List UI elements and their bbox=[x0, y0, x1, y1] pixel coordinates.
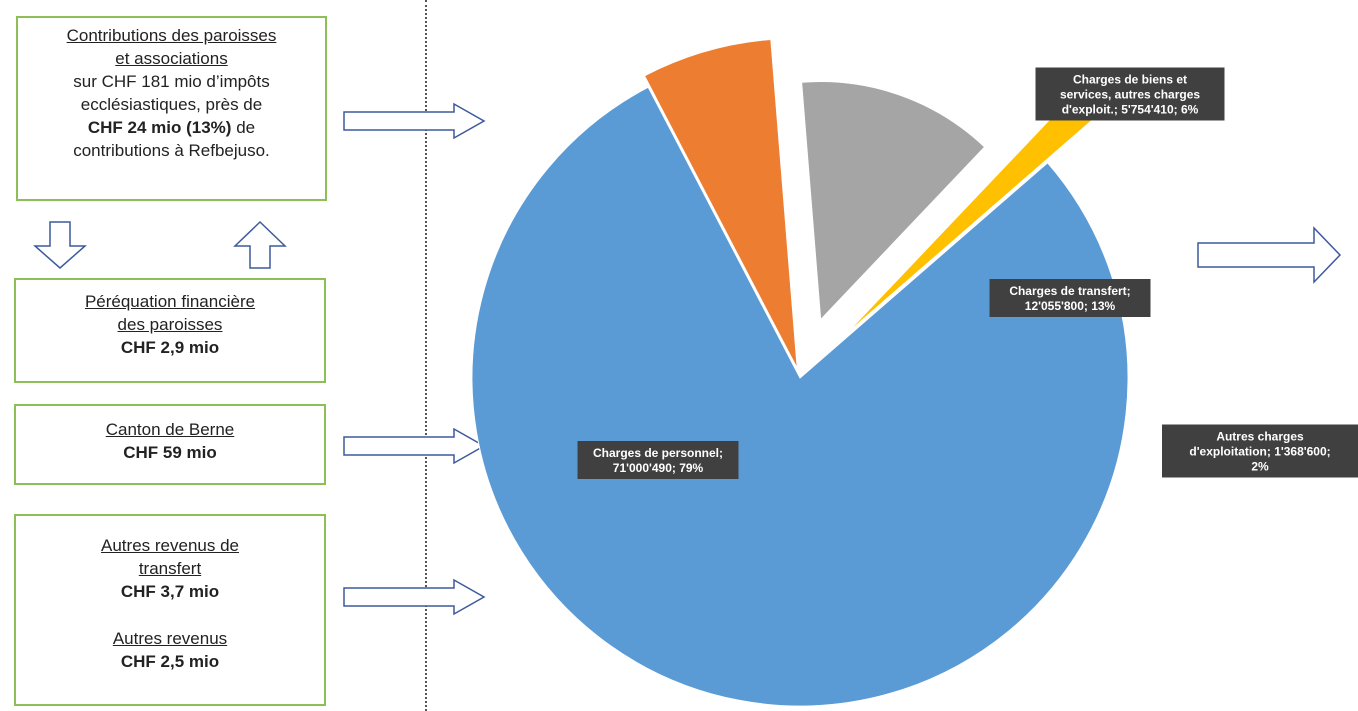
pie-slice bbox=[471, 86, 1129, 707]
pie-data-label-text: services, autres charges bbox=[1060, 88, 1200, 102]
pie-data-label: Charges de personnel;71'000'490; 79% bbox=[577, 441, 739, 479]
contributions-title-2: et associations bbox=[115, 49, 228, 68]
canton-box: Canton de Berne CHF 59 mio bbox=[14, 404, 326, 485]
arrow-right-icon bbox=[343, 578, 486, 616]
pie-data-label-text: Autres charges bbox=[1216, 430, 1304, 444]
pie-data-label-text: d'exploitation; 1'368'600; bbox=[1189, 445, 1330, 459]
pie-data-label-text: Charges de transfert; bbox=[1009, 284, 1130, 298]
contributions-line-5-rest: de bbox=[231, 118, 256, 137]
autres-revenus-title: Autres revenus bbox=[112, 629, 228, 648]
pie-slice bbox=[801, 81, 986, 321]
arrow-right-icon bbox=[1197, 226, 1342, 284]
contributions-line-4: ecclésiastiques, près de bbox=[80, 95, 263, 114]
pie-data-label-text: d'exploit.; 5'754'410; 6% bbox=[1062, 103, 1199, 117]
perequation-title-2: des paroisses bbox=[117, 315, 223, 334]
pie-data-label-text: Charges de biens et bbox=[1073, 73, 1187, 87]
perequation-amount: CHF 2,9 mio bbox=[120, 338, 220, 357]
pie-data-label: Charges de transfert;12'055'800; 13% bbox=[989, 279, 1151, 317]
pie-slice bbox=[643, 38, 798, 369]
contributions-box: Contributions des paroisses et associati… bbox=[16, 16, 327, 201]
pie-data-label-text: 71'000'490; 79% bbox=[613, 461, 704, 475]
contributions-line-6: contributions à Refbejuso. bbox=[73, 141, 270, 160]
dotted-divider bbox=[425, 0, 427, 711]
contributions-line-3: sur CHF 181 mio d’impôts bbox=[73, 72, 270, 91]
autres-revenus-amount: CHF 2,5 mio bbox=[120, 652, 220, 671]
contributions-title-1: Contributions des paroisses bbox=[66, 26, 277, 45]
arrow-down-icon bbox=[33, 221, 87, 269]
canton-title: Canton de Berne bbox=[105, 420, 235, 439]
autres-transfert-title-2: transfert bbox=[138, 559, 202, 578]
contributions-line-5: CHF 24 mio (13%) de bbox=[18, 116, 325, 139]
canton-amount: CHF 59 mio bbox=[123, 443, 217, 462]
autres-transfert-title-1: Autres revenus de bbox=[101, 536, 239, 555]
perequation-box: Péréquation financière des paroisses CHF… bbox=[14, 278, 326, 383]
contributions-amount: CHF 24 mio (13%) bbox=[87, 118, 232, 137]
pie-data-label-text: 2% bbox=[1251, 460, 1269, 474]
arrow-right-icon bbox=[343, 102, 486, 140]
autres-revenus-box: Autres revenus de transfert CHF 3,7 mio … bbox=[14, 514, 326, 706]
pie-data-label-text: 12'055'800; 13% bbox=[1025, 299, 1116, 313]
arrow-up-icon bbox=[233, 220, 287, 269]
arrow-right-icon bbox=[343, 427, 486, 465]
autres-transfert-amount: CHF 3,7 mio bbox=[120, 582, 220, 601]
pie-data-label-text: Charges de personnel; bbox=[593, 446, 723, 460]
perequation-title-1: Péréquation financière bbox=[84, 292, 256, 311]
